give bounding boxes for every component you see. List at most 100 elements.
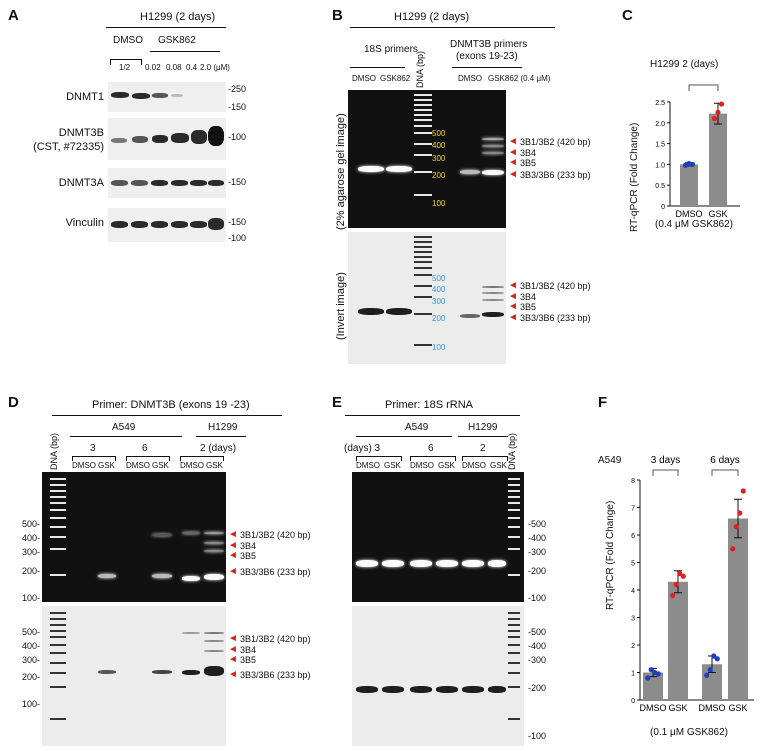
c-ytick-label-2: 1.0 <box>655 162 665 169</box>
b-primer-18s: 18S primers <box>364 44 418 55</box>
d-inv-band-2: 3B4 <box>240 645 257 655</box>
b-gel-mark-400: 400 <box>432 141 446 150</box>
c-point-1-1 <box>715 109 721 115</box>
d-inv-band-4: 3B3/3B6 (233 bp) <box>240 670 311 680</box>
f-point-3-1 <box>733 524 739 530</box>
d-gel-arrow-3: ◄ <box>228 550 238 561</box>
e-lane-2: GSK <box>384 461 401 470</box>
b-inv-band-1: 3B1/3B2 (420 bp) <box>520 281 591 291</box>
blot-dnmt3b <box>108 118 226 160</box>
f-point-1-1 <box>673 581 679 588</box>
c-footnote: (0.4 μM GSK862) <box>655 219 734 230</box>
d-gel-mark-400: 400- <box>22 533 41 543</box>
f-point-1-3 <box>680 573 686 579</box>
e-invert-image <box>352 606 524 746</box>
c-bar-1 <box>709 113 727 206</box>
f-point-2-0 <box>704 672 710 678</box>
e-inv-mark-100: -100 <box>528 731 547 741</box>
f-cell: A549 <box>598 455 622 466</box>
f-point-0-3 <box>655 671 661 677</box>
a-marker-150c: -150 <box>228 217 247 227</box>
e-cell-h1299: H1299 <box>468 422 498 433</box>
f-bracket-1 <box>711 469 739 476</box>
d-day-6: 6 <box>142 443 148 454</box>
c-cat-label-1: GSK <box>708 209 727 219</box>
b-inv-mark-400: 400 <box>432 285 446 294</box>
d-gel-band-4: 3B3/3B6 (233 bp) <box>240 567 311 577</box>
d-ladder-lane <box>48 476 68 600</box>
b-gel-band-1: 3B1/3B2 (420 bp) <box>520 137 591 147</box>
f-point-2-3 <box>714 656 720 662</box>
e-gel-mark-500: -500 <box>528 519 547 529</box>
b-inv-arrow-3: ◄ <box>508 301 518 312</box>
e-cell-a549: A549 <box>405 422 429 433</box>
c-bar-0 <box>680 164 698 206</box>
e-primer: Primer: 18S rRNA <box>385 399 474 411</box>
f-cat-label-2: DMSO <box>699 703 726 713</box>
f-point-0-1 <box>648 667 654 673</box>
a-cell-title: H1299 (2 days) <box>140 11 216 23</box>
b-inv-arrow-4: ◄ <box>508 312 518 323</box>
d-inv-arrow-2: ◄ <box>228 644 238 655</box>
b-gel-mark-100: 100 <box>432 199 446 208</box>
d-gel-mark-100: 100- <box>22 593 41 603</box>
a-protein-dnmt3b-1: DNMT3B <box>58 127 104 139</box>
a-protein-vinculin: Vinculin <box>65 217 104 229</box>
a-gsk-label: GSK862 <box>158 35 196 46</box>
d-lane-1: DMSO <box>72 461 96 470</box>
b-inv-arrow-1: ◄ <box>508 280 518 291</box>
b-gel-mark-300: 300 <box>432 154 446 163</box>
d-cell-a549: A549 <box>112 422 136 433</box>
d-gel-band-3: 3B5 <box>240 551 257 561</box>
a-marker-100a: -100 <box>228 132 247 142</box>
d-lane-4: GSK <box>152 461 169 470</box>
c-ytick-label-0: 0 <box>661 204 665 211</box>
d-inv-band-1: 3B1/3B2 (420 bp) <box>240 634 311 644</box>
b-gel-band-3: 3B5 <box>520 158 537 168</box>
d-gel-arrow-1: ◄ <box>228 529 238 540</box>
d-gel-mark-500: 500- <box>22 519 41 529</box>
c-ytick-label-4: 2.0 <box>655 121 665 128</box>
d-cell-h1299: H1299 <box>208 422 238 433</box>
f-cat-label-0: DMSO <box>640 703 667 713</box>
d-inv-mark-500: 500- <box>22 627 41 637</box>
b-lane-gsk-2: GSK862 (0.4 μM) <box>488 74 551 83</box>
a-dose-4: 2.0 (μM) <box>200 63 230 72</box>
f-cat-label-3: GSK <box>728 703 747 713</box>
d-gel-arrow-2: ◄ <box>228 540 238 551</box>
d-inv-arrow-4: ◄ <box>228 669 238 680</box>
e-ladder-lane <box>506 476 522 600</box>
c-ytick-label-1: 0.5 <box>655 183 665 190</box>
d-gel-band-1: 3B1/3B2 (420 bp) <box>240 530 311 540</box>
a-dose-1: 0.02 <box>145 63 161 72</box>
c-ytick-label-3: 1.5 <box>655 142 665 149</box>
f-point-1-0 <box>670 592 676 599</box>
d-inv-mark-100: 100- <box>22 699 41 709</box>
b-lane-dmso-2: DMSO <box>458 74 482 83</box>
a-marker-100b: -100 <box>228 233 247 243</box>
e-gel-mark-300: -300 <box>528 547 547 557</box>
b-gel-arrow-4: ◄ <box>508 169 518 180</box>
f-ytick-label-5: 5 <box>631 561 635 568</box>
f-ytick-label-6: 6 <box>631 533 635 540</box>
b-primer-dnmt3b-2: (exons 19-23) <box>456 51 518 62</box>
b-invert-image <box>348 232 506 364</box>
panel-label-e: E <box>332 394 343 411</box>
f-bracket-0 <box>652 469 679 476</box>
b-gel-image <box>348 90 506 228</box>
a-marker-150b: -150 <box>228 177 247 187</box>
f-footnote: (0.1 μM GSK862) <box>650 727 729 738</box>
b-gel-band-2: 3B4 <box>520 148 537 158</box>
d-inv-mark-400: 400- <box>22 641 41 651</box>
c-chart-title: H1299 2 (days) <box>650 59 719 70</box>
f-ytick-label-3: 3 <box>631 616 635 623</box>
f-group-label-0: 3 days <box>651 455 680 466</box>
a-dose-3: 0.4 <box>186 63 198 72</box>
f-ytick-label-4: 4 <box>631 588 635 595</box>
b-ladder-lane <box>412 92 434 226</box>
f-point-0-0 <box>645 675 651 681</box>
b-inv-arrow-2: ◄ <box>508 291 518 302</box>
f-ytick-label-2: 2 <box>631 643 635 650</box>
a-ratio-label: 1/2 <box>119 63 131 72</box>
